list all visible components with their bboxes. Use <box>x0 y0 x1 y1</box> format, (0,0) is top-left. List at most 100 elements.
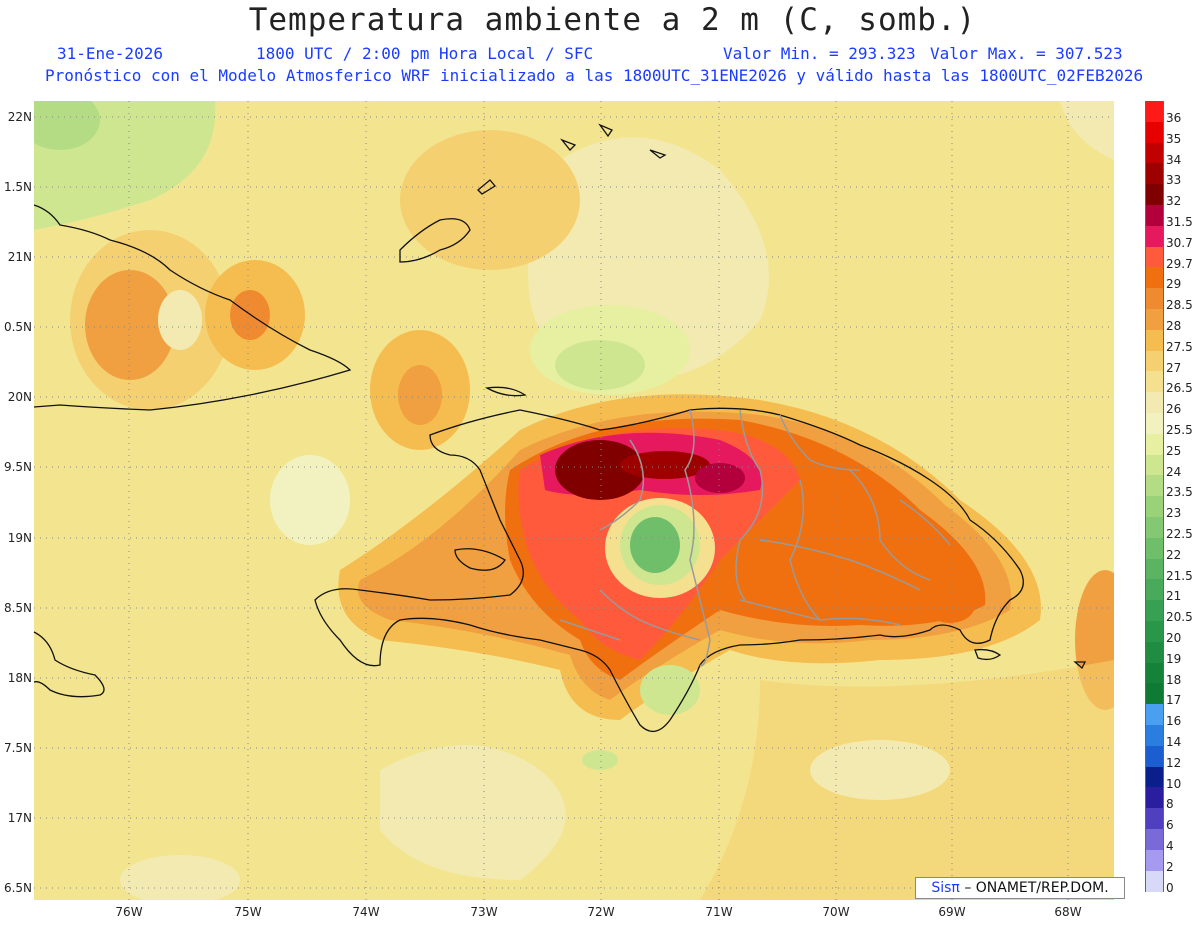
colorbar-swatch <box>1145 392 1164 414</box>
colorbar-label: 27.5 <box>1166 339 1193 354</box>
lon-label: 74W <box>352 905 380 919</box>
temperature-field <box>34 101 1114 900</box>
lat-label: 17N <box>7 811 32 825</box>
colorbar-label: 22.5 <box>1166 527 1193 541</box>
max-value: Valor Max. = 307.523 <box>930 44 1123 63</box>
colorbar-swatch <box>1145 371 1164 393</box>
lon-label: 68W <box>1054 905 1082 919</box>
colorbar-swatch <box>1145 142 1164 164</box>
map-title: Temperatura ambiente a 2 m (C, somb.) <box>248 2 977 38</box>
colorbar-swatch <box>1145 101 1164 123</box>
colorbar-swatch <box>1145 475 1164 497</box>
colorbar-swatch <box>1145 537 1164 560</box>
colorbar-swatch <box>1145 163 1164 185</box>
lat-label: 21N <box>7 250 32 264</box>
colorbar-swatch <box>1145 579 1164 601</box>
colorbar-swatch <box>1145 517 1164 539</box>
credit-box: Sisπ – ONAMET/REP.DOM. <box>915 877 1125 899</box>
colorbar-label: 22 <box>1166 547 1182 562</box>
colorbar-swatch <box>1145 184 1164 206</box>
lon-label: 76W <box>115 905 143 919</box>
colorbar-label: 24 <box>1166 464 1182 479</box>
lon-label: 69W <box>938 905 966 919</box>
colorbar-swatch <box>1145 683 1164 705</box>
colorbar-swatch <box>1145 745 1164 768</box>
colorbar-swatch <box>1145 558 1164 580</box>
colorbar-label: 8 <box>1166 797 1174 812</box>
colorbar-swatch <box>1145 766 1164 788</box>
colorbar-label: 6 <box>1166 818 1174 833</box>
lat-label: 7.5N <box>3 741 32 755</box>
colorbar-swatch <box>1145 329 1164 352</box>
colorbar-swatch <box>1145 205 1164 227</box>
colorbar-swatch <box>1145 600 1164 622</box>
colorbar-label: 21.5 <box>1166 568 1193 583</box>
colorbar-swatch <box>1145 787 1164 809</box>
colorbar-label: 28.5 <box>1166 298 1193 313</box>
lon-label: 72W <box>587 905 615 919</box>
colorbar-swatch <box>1145 433 1164 456</box>
colorbar-label: 20.5 <box>1166 610 1193 625</box>
colorbar-swatch <box>1145 641 1164 664</box>
colorbar-label: 16 <box>1166 714 1182 729</box>
colorbar-label: 18 <box>1166 672 1182 687</box>
colorbar-swatch <box>1145 267 1164 289</box>
colorbar-label: 21 <box>1166 589 1182 604</box>
lat-label: 0.5N <box>3 320 32 334</box>
colorbar-swatch <box>1145 725 1164 747</box>
lat-label: 22N <box>7 110 32 124</box>
colorbar-swatch <box>1145 662 1164 684</box>
colorbar-label: 12 <box>1166 755 1182 770</box>
colorbar-swatch <box>1145 288 1164 310</box>
colorbar-label: 25 <box>1166 443 1182 458</box>
colorbar-label: 23 <box>1166 506 1182 521</box>
colorbar-swatch <box>1145 309 1164 331</box>
lat-label: 19N <box>7 531 32 545</box>
colorbar-label: 4 <box>1166 839 1174 853</box>
lat-label: 9.5N <box>3 460 32 474</box>
colorbar-label: 14 <box>1166 735 1182 749</box>
credit-text: – ONAMET/REP.DOM. <box>964 880 1109 896</box>
coastlines <box>33 123 1087 732</box>
forecast-label: Pronóstico con el Modelo Atmosferico WRF… <box>45 66 1144 85</box>
colorbar-swatch <box>1145 225 1164 248</box>
colorbar-swatch <box>1145 413 1164 435</box>
lon-label: 75W <box>234 905 262 919</box>
colorbar-swatch <box>1145 454 1164 476</box>
colorbar-swatch <box>1145 121 1164 144</box>
date-label: 31-Ene-2026 <box>57 44 163 63</box>
colorbar-label: 26.5 <box>1166 381 1193 396</box>
colorbar-swatch <box>1145 808 1164 830</box>
min-value: Valor Min. = 293.323 <box>723 44 916 63</box>
lat-label: 18N <box>7 671 32 685</box>
colorbar-label: 20 <box>1166 631 1182 645</box>
province-borders <box>559 409 951 667</box>
colorbar-label: 31.5 <box>1166 215 1193 229</box>
colorbar-swatch <box>1145 704 1164 726</box>
lon-label: 71W <box>705 905 733 919</box>
colorbar-label: 25.5 <box>1166 423 1193 437</box>
brand-logo: Sisπ <box>931 880 960 896</box>
colorbar-label: 30.7 <box>1166 235 1193 250</box>
colorbar-label: 33 <box>1166 173 1182 188</box>
colorbar-label: 17 <box>1166 693 1182 708</box>
colorbar-swatch <box>1145 849 1164 872</box>
colorbar-label: 35 <box>1166 131 1182 146</box>
colorbar-swatch <box>1145 829 1164 851</box>
lat-label: 1.5N <box>3 180 32 194</box>
lon-label: 70W <box>822 905 850 919</box>
lat-label: 20N <box>7 390 32 404</box>
colorbar-swatch <box>1145 246 1164 268</box>
lat-label: 6.5N <box>3 881 32 895</box>
colorbar-swatch <box>1145 496 1164 518</box>
time-label: 1800 UTC / 2:00 pm Hora Local / SFC <box>256 44 594 63</box>
colorbar-label: 36 <box>1166 111 1182 125</box>
colorbar-swatch <box>1145 621 1164 643</box>
colorbar-swatch <box>1145 870 1164 892</box>
colorbar-label: 28 <box>1166 319 1182 333</box>
colorbar-label: 19 <box>1166 651 1182 666</box>
lat-label: 8.5N <box>3 601 32 615</box>
colorbar-label: 29 <box>1166 277 1182 292</box>
colorbar-label: 10 <box>1166 776 1182 791</box>
